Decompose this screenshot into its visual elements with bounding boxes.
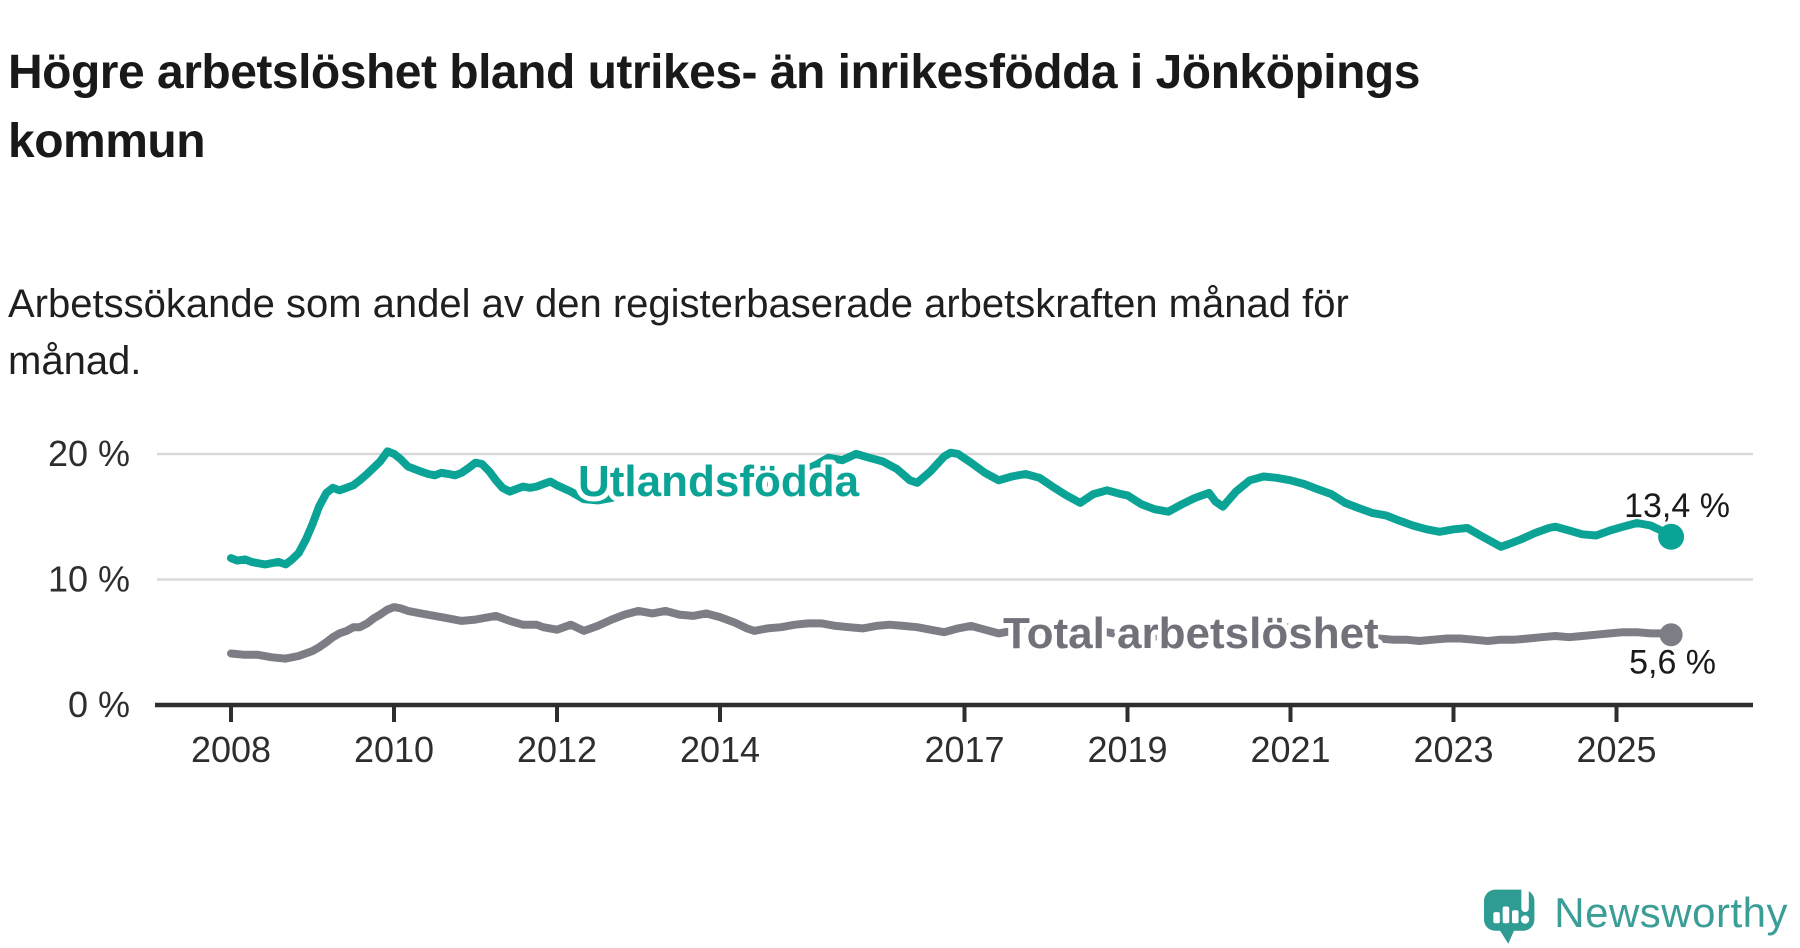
- page-title: Högre arbetslöshet bland utrikes- än inr…: [8, 46, 1420, 169]
- x-tick-label: 2012: [517, 729, 597, 770]
- x-tick-label: 2025: [1576, 729, 1656, 770]
- logo-exclamation-icon: [1521, 884, 1530, 913]
- series-inline-label: Total arbetslöshet: [1003, 609, 1379, 658]
- y-tick-label: 20 %: [48, 433, 130, 474]
- y-tick-label: 10 %: [48, 558, 130, 599]
- series-line-utlandsfodda: [227, 447, 1676, 569]
- x-tick-label: 2010: [354, 729, 434, 770]
- logo-bubble-tail: [1499, 928, 1516, 944]
- y-tick-label: 0 %: [68, 684, 130, 725]
- newsworthy-bubble-icon: [1484, 884, 1535, 944]
- gridlines-layer: [157, 452, 1753, 581]
- x-tick-label: 2019: [1087, 729, 1167, 770]
- axis-layer: [155, 702, 1753, 722]
- series-end-dot: [1659, 623, 1683, 647]
- series-end-value-label: 13,4 %: [1624, 487, 1730, 525]
- series-end-dot: [1658, 523, 1685, 550]
- x-tick-label: 2017: [924, 729, 1004, 770]
- logo-bar-icon: [1502, 906, 1510, 924]
- x-tick-label: 2021: [1250, 729, 1330, 770]
- series-line-total: [227, 603, 1676, 663]
- logo-bar-icon: [1512, 910, 1519, 924]
- logo-bar-icon: [1493, 912, 1501, 924]
- series-inline-label: Utlandsfödda: [578, 457, 860, 506]
- logo-exclamation-dot: [1521, 915, 1530, 924]
- chart-subtitle: Arbetssökande som andel av den registerb…: [8, 282, 1349, 383]
- x-tick-label: 2023: [1413, 729, 1493, 770]
- labels-layer: 0 % 10 % 20 % 2008 2010 2012 2014 2017 2019 2021 2…: [48, 433, 1730, 770]
- newsworthy-wordmark: Newsworthy: [1554, 889, 1788, 936]
- newsworthy-logo[interactable]: Newsworthy: [1484, 878, 1788, 948]
- x-tick-label: 2008: [191, 729, 271, 770]
- series-layer: [227, 447, 1685, 663]
- x-tick-label: 2014: [680, 729, 760, 770]
- series-end-value-label: 5,6 %: [1629, 644, 1716, 682]
